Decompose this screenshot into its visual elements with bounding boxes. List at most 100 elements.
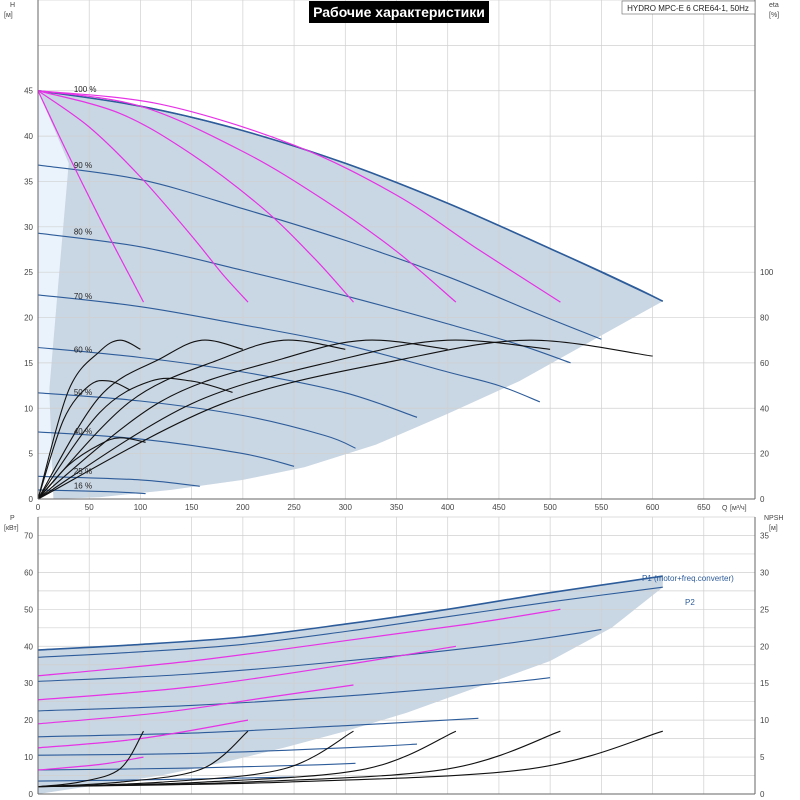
speed-label: 90 %	[74, 161, 92, 170]
y-right-tick-label: 5	[760, 753, 765, 762]
x-tick-label: 250	[287, 503, 301, 512]
y-axis-label-eta: eta	[769, 2, 779, 9]
operating-area-main	[38, 90, 663, 499]
y-axis-unit-npsh: [м]	[769, 525, 778, 532]
x-tick-label: 300	[339, 503, 353, 512]
speed-labels: 100 % 90 % 80 % 70 % 60 % 50 % 40 % 25 % 16 %	[74, 85, 97, 490]
power-speed-curve	[38, 629, 602, 682]
speed-curve	[38, 431, 295, 467]
y-tick-label: 50	[24, 605, 33, 614]
pump-count-curve	[38, 90, 457, 303]
efficiency-curve	[38, 339, 346, 499]
bottom-panel: 0 10 20 30 40 50 60 70 0 5 10 15 20 25 30 35 P [кВт] NP…	[4, 515, 783, 799]
top-axes: 0 50 100 150 200 250 300 350 400 450 500 550 600 6500…	[24, 0, 774, 512]
y-right-tick-label: 10	[760, 716, 769, 725]
power-pump-count-curve	[38, 756, 144, 771]
efficiency-curve	[38, 377, 233, 499]
y-right-tick-label: 80	[760, 314, 769, 323]
speed-label: 16 %	[74, 481, 92, 490]
chart-subtitle-box	[621, 0, 756, 15]
efficiency-curve	[38, 437, 146, 499]
x-tick-label: 350	[390, 503, 404, 512]
speed-label: 25 %	[74, 467, 92, 476]
speed-curve	[38, 346, 418, 418]
y-axis-label-npsh: NPSH	[764, 515, 783, 522]
speed-label: 70 %	[74, 292, 92, 301]
p1-curve	[38, 575, 663, 651]
power-pump-count-curve	[38, 684, 354, 725]
y-right-tick-label: 100	[760, 268, 774, 277]
speed-label: 100 %	[74, 85, 97, 94]
bottom-axes: 0 10 20 30 40 50 60 70 0 5 10 15 20 25 30 35	[24, 517, 769, 799]
power-speed-curve	[38, 743, 418, 756]
x-tick-label: 450	[492, 503, 506, 512]
speed-curve	[38, 475, 200, 487]
speed-curve	[38, 232, 571, 364]
y-right-tick-label: 60	[760, 359, 769, 368]
operating-area-wedge	[38, 90, 69, 499]
y-right-tick-label: 20	[760, 642, 769, 651]
y-tick-label: 30	[24, 223, 33, 232]
bottom-curves	[38, 575, 663, 788]
y-tick-label: 10	[24, 404, 33, 413]
pump-count-curve	[38, 90, 145, 303]
y-right-tick-label: 35	[760, 531, 769, 540]
y-tick-label: 10	[24, 753, 33, 762]
x-axis-unit-q: [м³/ч]	[730, 505, 747, 512]
y-right-tick-label: 0	[760, 790, 765, 799]
speed-label: 50 %	[74, 388, 92, 397]
y-tick-label: 30	[24, 679, 33, 688]
y-tick-label: 60	[24, 568, 33, 577]
y-axis-label-h: H	[10, 2, 15, 9]
x-tick-label: 500	[543, 503, 557, 512]
chart-title: Рабочие характеристики	[313, 4, 485, 20]
y-axis-unit-h: [м]	[4, 12, 13, 19]
x-tick-label: 600	[646, 503, 660, 512]
y-tick-label: 5	[29, 450, 34, 459]
x-tick-label: 50	[85, 503, 94, 512]
y-axis-unit-p: [кВт]	[4, 525, 19, 532]
x-tick-label: 200	[236, 503, 250, 512]
power-pump-count-curve	[38, 608, 561, 677]
x-axis-label-q: Q	[722, 505, 728, 512]
y-tick-label: 45	[24, 87, 33, 96]
top-curves	[38, 89, 664, 499]
y-right-tick-label: 0	[760, 495, 765, 504]
power-speed-curve	[38, 776, 295, 782]
p1-series-label: P1 (motor+freq.converter)	[642, 574, 734, 583]
y-tick-label: 40	[24, 642, 33, 651]
efficiency-curve	[38, 379, 131, 499]
p2-curve	[38, 586, 663, 658]
y-tick-label: 20	[24, 314, 33, 323]
pump-count-curve	[38, 90, 561, 303]
efficiency-curve	[38, 339, 141, 499]
x-tick-label: 400	[441, 503, 455, 512]
y-tick-label: 0	[29, 495, 34, 504]
power-pump-count-curve	[38, 645, 456, 701]
speed-label: 60 %	[74, 345, 92, 354]
pump-count-curve	[38, 90, 354, 303]
power-speed-curve	[38, 677, 551, 712]
operating-area	[38, 90, 663, 499]
y-right-tick-label: 40	[760, 404, 769, 413]
y-right-tick-label: 30	[760, 568, 769, 577]
power-speed-curve	[38, 717, 479, 738]
y-tick-label: 15	[24, 359, 33, 368]
y-tick-label: 20	[24, 716, 33, 725]
x-tick-label: 0	[36, 503, 41, 512]
y-right-tick-label: 20	[760, 450, 769, 459]
top-panel: 0 50 100 150 200 250 300 350 400 450 500 550 600 6500…	[4, 0, 779, 512]
y-right-tick-label: 15	[760, 679, 769, 688]
chart-subtitle: HYDRO MPC-E 6 CRE64-1, 50Hz	[627, 4, 749, 13]
y-axis-label-p: P	[10, 515, 15, 522]
x-tick-label: 650	[697, 503, 711, 512]
pump-count-curve	[38, 90, 249, 303]
chart-title-background	[309, 1, 489, 23]
x-tick-label: 550	[595, 503, 609, 512]
y-tick-label: 35	[24, 177, 33, 186]
y-axis-unit-eta: [%]	[769, 12, 779, 19]
speed-curve	[38, 294, 541, 403]
p2-series-label: P2	[685, 598, 695, 607]
npsh-curve	[38, 730, 663, 788]
